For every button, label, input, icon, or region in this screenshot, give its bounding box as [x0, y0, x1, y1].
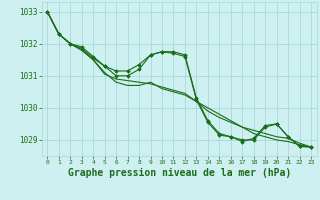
X-axis label: Graphe pression niveau de la mer (hPa): Graphe pression niveau de la mer (hPa) [68, 168, 291, 178]
